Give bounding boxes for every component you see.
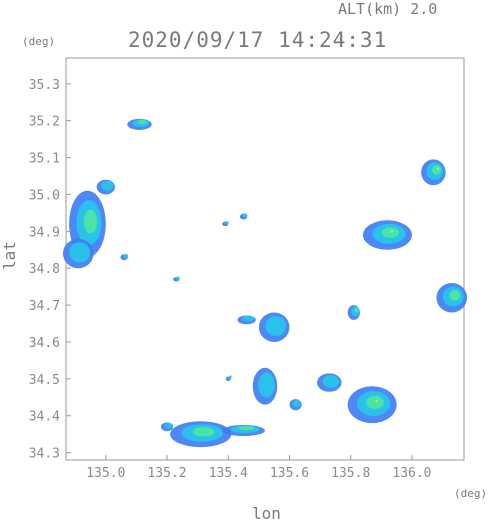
y-tick-label: 35.3 (29, 78, 60, 93)
echo-cell (192, 427, 215, 437)
echo-cell (101, 180, 114, 191)
y-tick-label: 34.5 (29, 373, 60, 388)
echo-cell (164, 422, 173, 429)
x-axis-ticks: 135.0 135.2 135.4 135.6 135.8 136.0 (86, 455, 432, 481)
echo-cell (292, 399, 302, 408)
y-unit-label: (deg) (22, 35, 56, 48)
echo-cell (449, 290, 461, 301)
echo-cell (238, 426, 255, 431)
echo-cell (354, 307, 359, 313)
echo-cell (436, 167, 440, 170)
echo-cell (322, 375, 340, 388)
x-tick-label: 135.4 (209, 466, 248, 481)
x-axis-label: lon (252, 504, 281, 523)
echo-cell (175, 276, 180, 280)
x-tick-label: 135.8 (331, 466, 370, 481)
y-axis-label: lat (0, 241, 19, 270)
y-tick-label: 34.7 (29, 299, 60, 314)
x-tick-label: 136.0 (392, 466, 431, 481)
x-unit-label: (deg) (454, 487, 488, 500)
y-tick-label: 34.9 (29, 225, 60, 240)
y-tick-label: 34.6 (29, 336, 60, 351)
y-tick-label: 34.4 (29, 410, 60, 425)
y-tick-label: 35.0 (29, 188, 60, 203)
altitude-label: ALT(km) 2.0 (338, 0, 438, 18)
timestamp-title: 2020/09/17 14:24:31 (128, 28, 388, 52)
echo-cell (390, 230, 394, 233)
x-tick-label: 135.2 (147, 466, 186, 481)
echo-cell (123, 253, 129, 258)
echo-cell (241, 315, 255, 322)
y-tick-label: 34.3 (29, 447, 60, 462)
echo-cell (258, 372, 275, 398)
echo-cell (83, 209, 98, 234)
x-tick-label: 135.6 (270, 466, 309, 481)
echo-cell (224, 221, 229, 225)
echo-layer (62, 118, 468, 448)
echo-cell (138, 119, 147, 124)
y-tick-label: 35.1 (29, 152, 60, 167)
echo-cell (242, 213, 248, 218)
echo-cell (366, 395, 384, 409)
echo-cell (431, 165, 441, 175)
echo-cell (265, 315, 287, 337)
echo-cell (230, 375, 233, 378)
y-axis-ticks: 34.3 34.4 34.5 34.6 34.7 34.8 34.9 35.0 35.1 35.2… (29, 78, 71, 462)
y-tick-label: 34.8 (29, 262, 60, 277)
echo-cell (381, 227, 400, 238)
x-tick-label: 135.0 (86, 466, 125, 481)
echo-cell (375, 399, 378, 403)
echo-cell (69, 242, 91, 263)
y-tick-label: 35.2 (29, 115, 60, 130)
